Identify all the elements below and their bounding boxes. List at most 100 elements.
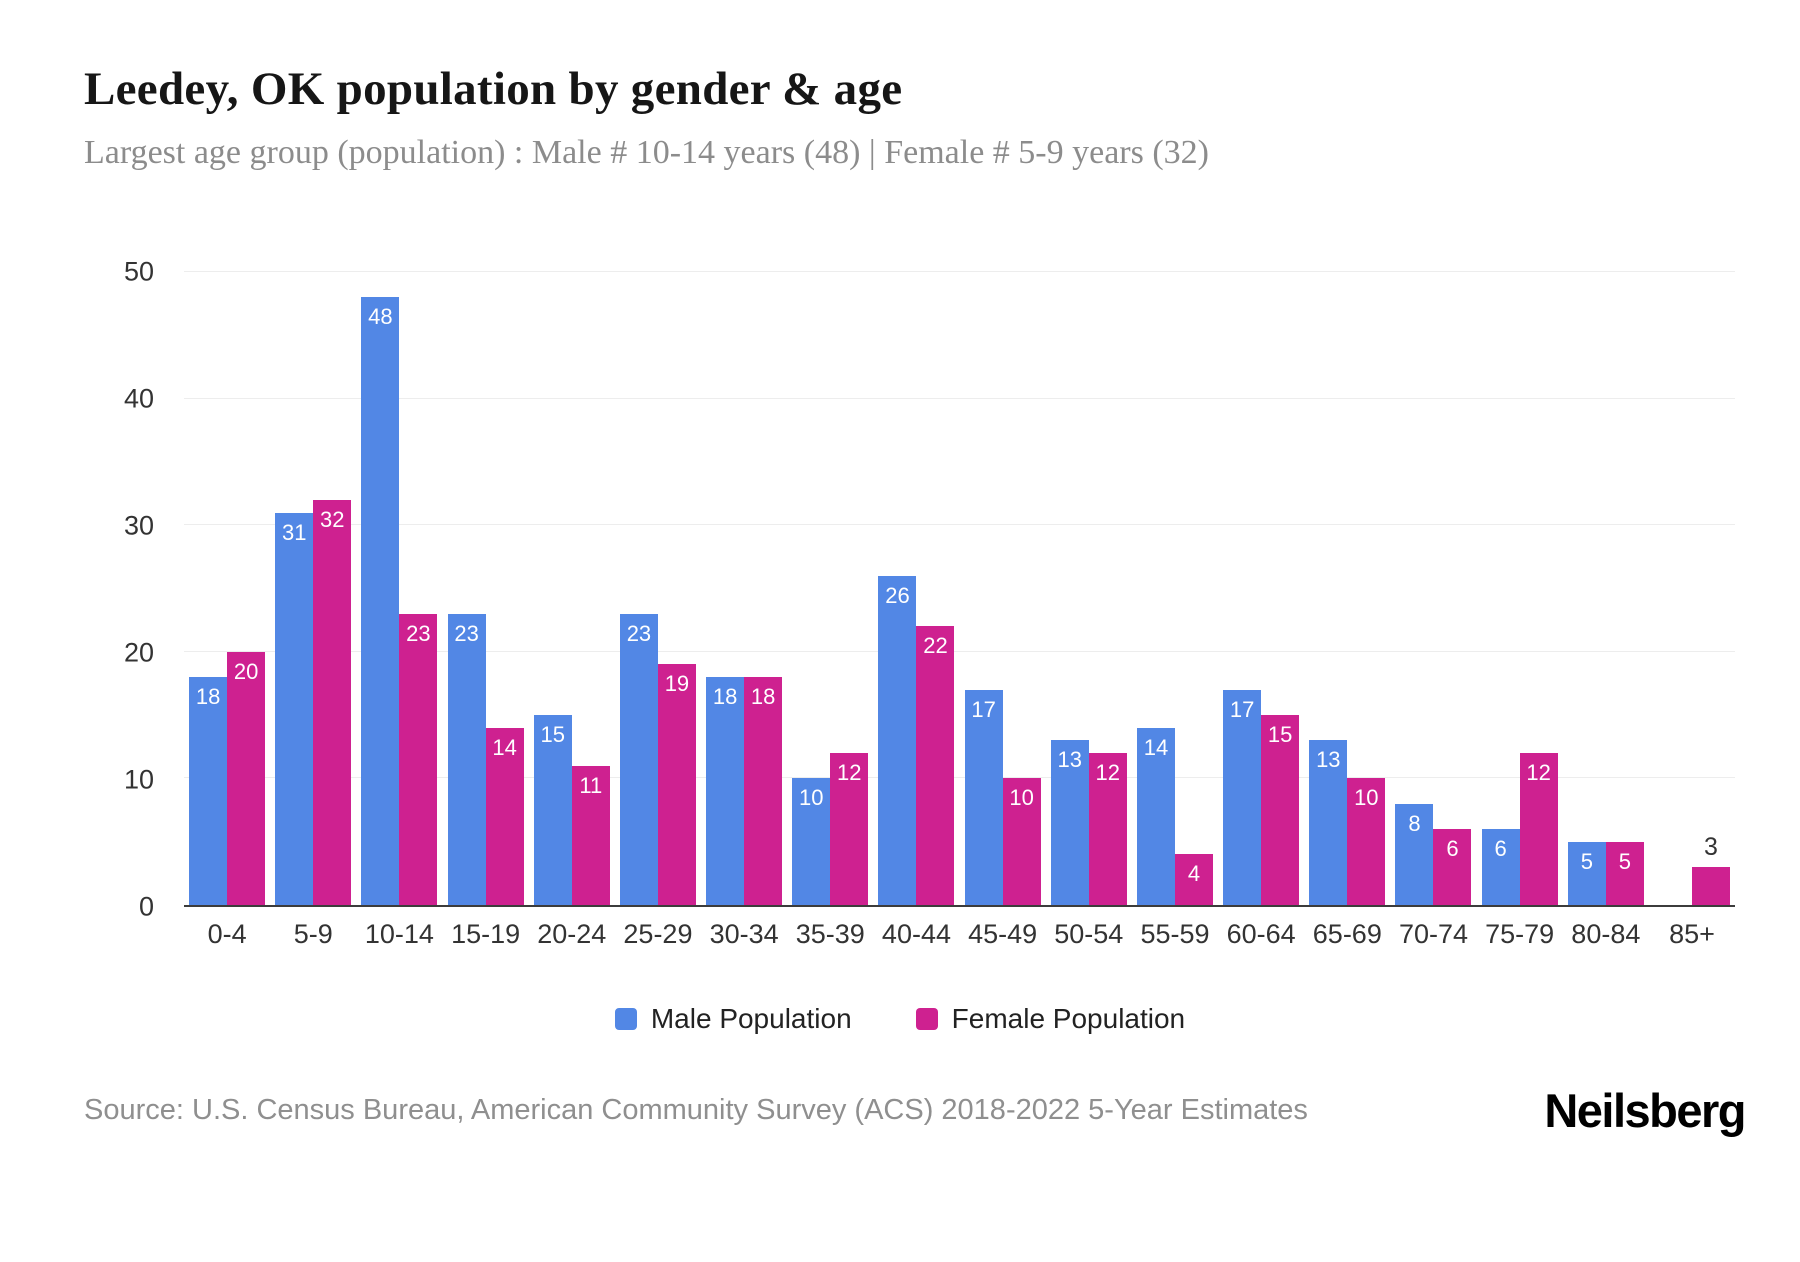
gridline: [184, 271, 1735, 272]
bar-female-15-19[interactable]: 14: [485, 727, 524, 905]
bar-male-80-84[interactable]: 5: [1567, 841, 1606, 905]
x-tick-label: 35-39: [795, 919, 865, 949]
y-axis: 0 10 20 30 40 50: [84, 258, 168, 920]
bar-value-label: 26: [885, 582, 910, 608]
x-tick-label: 60-64: [1226, 919, 1296, 949]
x-tick-label: 40-44: [881, 919, 951, 949]
bar-female-80-84[interactable]: 5: [1605, 841, 1644, 905]
male-legend-swatch: [614, 1008, 637, 1030]
bar-male-5-9[interactable]: 31: [275, 512, 314, 905]
bar-chart: 0 10 20 30 40 50 18 20 31 32 48 23 23 14 15 11 23 19 18 18…: [84, 242, 1745, 997]
bar-group-10-14: 48 23: [356, 272, 442, 905]
bar-group-75-79: 6 12: [1477, 272, 1563, 905]
x-tick-label: 75-79: [1485, 919, 1555, 949]
gridline: [184, 524, 1735, 526]
bar-male-65-69[interactable]: 13: [1309, 740, 1348, 905]
bar-group-85+: 3: [1649, 272, 1735, 905]
bar-male-10-14[interactable]: 48: [361, 297, 400, 905]
x-tick-label: 55-59: [1140, 919, 1210, 949]
bar-male-30-34[interactable]: 18: [706, 677, 745, 905]
x-tick-label: 20-24: [537, 919, 607, 949]
y-tick-label: 0: [138, 891, 154, 922]
bar-group-45-49: 17 10: [960, 272, 1046, 905]
female-legend-swatch: [915, 1008, 938, 1030]
x-tick-label: 65-69: [1312, 919, 1382, 949]
bar-female-10-14[interactable]: 23: [399, 613, 438, 905]
bar-female-75-79[interactable]: 12: [1519, 753, 1558, 905]
bar-female-60-64[interactable]: 15: [1261, 715, 1300, 905]
chart-page: Leedey, OK population by gender & age La…: [0, 62, 1800, 1138]
bar-value-label: 10: [1354, 785, 1379, 811]
x-tick-label: 45-49: [968, 919, 1038, 949]
legend-item-female[interactable]: Female Population: [915, 1003, 1186, 1035]
bar-male-75-79[interactable]: 6: [1481, 829, 1520, 905]
bar-group-20-24: 15 11: [529, 272, 615, 905]
bar-female-50-54[interactable]: 12: [1088, 753, 1127, 905]
footer: Source: U.S. Census Bureau, American Com…: [84, 1083, 1746, 1138]
bar-female-25-29[interactable]: 19: [657, 664, 696, 905]
bar-male-25-29[interactable]: 23: [619, 613, 658, 905]
bar-female-45-49[interactable]: 10: [1002, 778, 1041, 905]
x-axis: 0-4 5-9 10-14 15-19 20-24 25-29 30-34 35-39 40-4…: [184, 919, 1735, 950]
bar-group-25-29: 23 19: [615, 272, 701, 905]
y-tick-label: 30: [123, 510, 154, 541]
bar-value-label: 15: [1267, 722, 1293, 748]
bar-value-label: 13: [1057, 747, 1083, 773]
bar-group-40-44: 26 22: [873, 272, 959, 905]
bar-male-0-4[interactable]: 18: [189, 677, 228, 905]
bar-group-0-4: 18 20: [184, 272, 270, 905]
bar-value-label: 4: [1187, 861, 1201, 887]
x-tick-label: 0-4: [207, 919, 247, 949]
bar-male-15-19[interactable]: 23: [447, 613, 486, 905]
bar-female-20-24[interactable]: 11: [571, 765, 610, 905]
bar-female-85+[interactable]: 3: [1692, 833, 1730, 905]
bar-male-40-44[interactable]: 26: [878, 575, 917, 905]
bar-group-60-64: 17 15: [1218, 272, 1304, 905]
plot-area: 18 20 31 32 48 23 23 14 15 11 23 19 18 18 10 12 26 22 17 10…: [184, 271, 1735, 907]
bar-value-label: 23: [454, 620, 479, 646]
x-tick-label: 50-54: [1054, 919, 1124, 949]
bar-value-label: 12: [837, 760, 862, 786]
x-tick-label: 70-74: [1398, 919, 1469, 949]
bar-group-5-9: 31 32: [270, 272, 356, 905]
bar-groups: 18 20 31 32 48 23 23 14 15 11 23 19 18 18 10 12 26 22 17 10…: [184, 272, 1735, 905]
bar-female-5-9[interactable]: 32: [313, 499, 352, 905]
legend-item-male[interactable]: Male Population: [614, 1003, 852, 1035]
x-tick-label: 10-14: [364, 919, 434, 949]
bar-male-55-59[interactable]: 14: [1136, 727, 1175, 905]
legend-label-male: Male Population: [650, 1003, 852, 1034]
brand-logo: Neilsberg: [1544, 1084, 1746, 1137]
bar-value-label: 31: [282, 519, 307, 545]
bar-female-0-4[interactable]: 20: [227, 651, 266, 905]
legend-label-female: Female Population: [951, 1003, 1186, 1034]
y-tick-label: 10: [123, 764, 154, 795]
bar-value-label: 5: [1580, 848, 1593, 874]
bar-female-55-59[interactable]: 4: [1174, 854, 1213, 905]
y-tick-label: 40: [123, 383, 154, 414]
bar-female-65-69[interactable]: 10: [1347, 778, 1386, 905]
bar-value-label: 20: [233, 658, 259, 684]
source-text: Source: U.S. Census Bureau, American Com…: [84, 1094, 1308, 1126]
bar-group-15-19: 23 14: [443, 272, 529, 905]
bar-male-50-54[interactable]: 13: [1050, 740, 1089, 905]
bar-value-label: 14: [1143, 734, 1169, 760]
bar-group-65-69: 13 10: [1304, 272, 1390, 905]
bar-male-70-74[interactable]: 8: [1395, 803, 1434, 905]
bar-value-label: 17: [971, 696, 996, 722]
bar-male-35-39[interactable]: 10: [792, 778, 831, 905]
bar-male-20-24[interactable]: 15: [533, 715, 572, 905]
chart-subtitle: Largest age group (population) : Male # …: [84, 134, 1210, 171]
bar-value-label: 10: [799, 785, 824, 811]
bar-male-45-49[interactable]: 17: [964, 689, 1003, 905]
bar-value-label: 10: [1009, 785, 1034, 811]
bar-female-35-39[interactable]: 12: [830, 753, 869, 905]
bar-value-label: 14: [492, 734, 517, 760]
bar-female-70-74[interactable]: 6: [1433, 829, 1472, 905]
bar-female-40-44[interactable]: 22: [916, 626, 955, 905]
gridline: [184, 397, 1735, 399]
gridline: [184, 650, 1735, 652]
bar-male-60-64[interactable]: 17: [1223, 689, 1262, 905]
bar-female-30-34[interactable]: 18: [744, 677, 783, 905]
